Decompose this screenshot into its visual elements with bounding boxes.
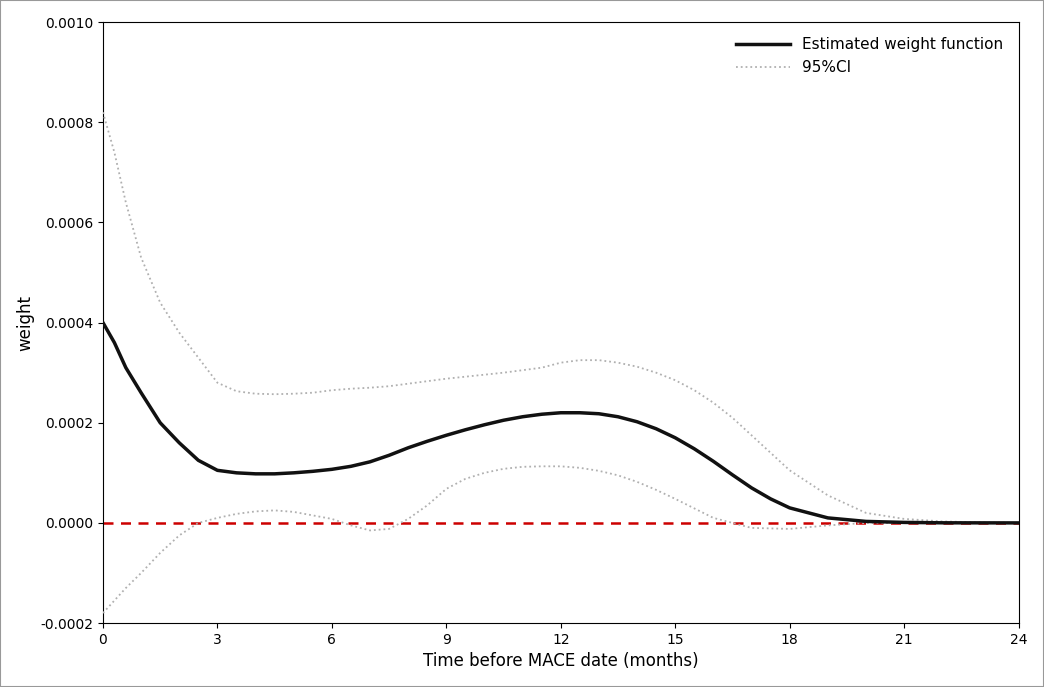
- Legend: Estimated weight function, 95%CI: Estimated weight function, 95%CI: [729, 30, 1011, 82]
- X-axis label: Time before MACE date (months): Time before MACE date (months): [423, 653, 698, 671]
- Y-axis label: weight: weight: [17, 295, 34, 350]
